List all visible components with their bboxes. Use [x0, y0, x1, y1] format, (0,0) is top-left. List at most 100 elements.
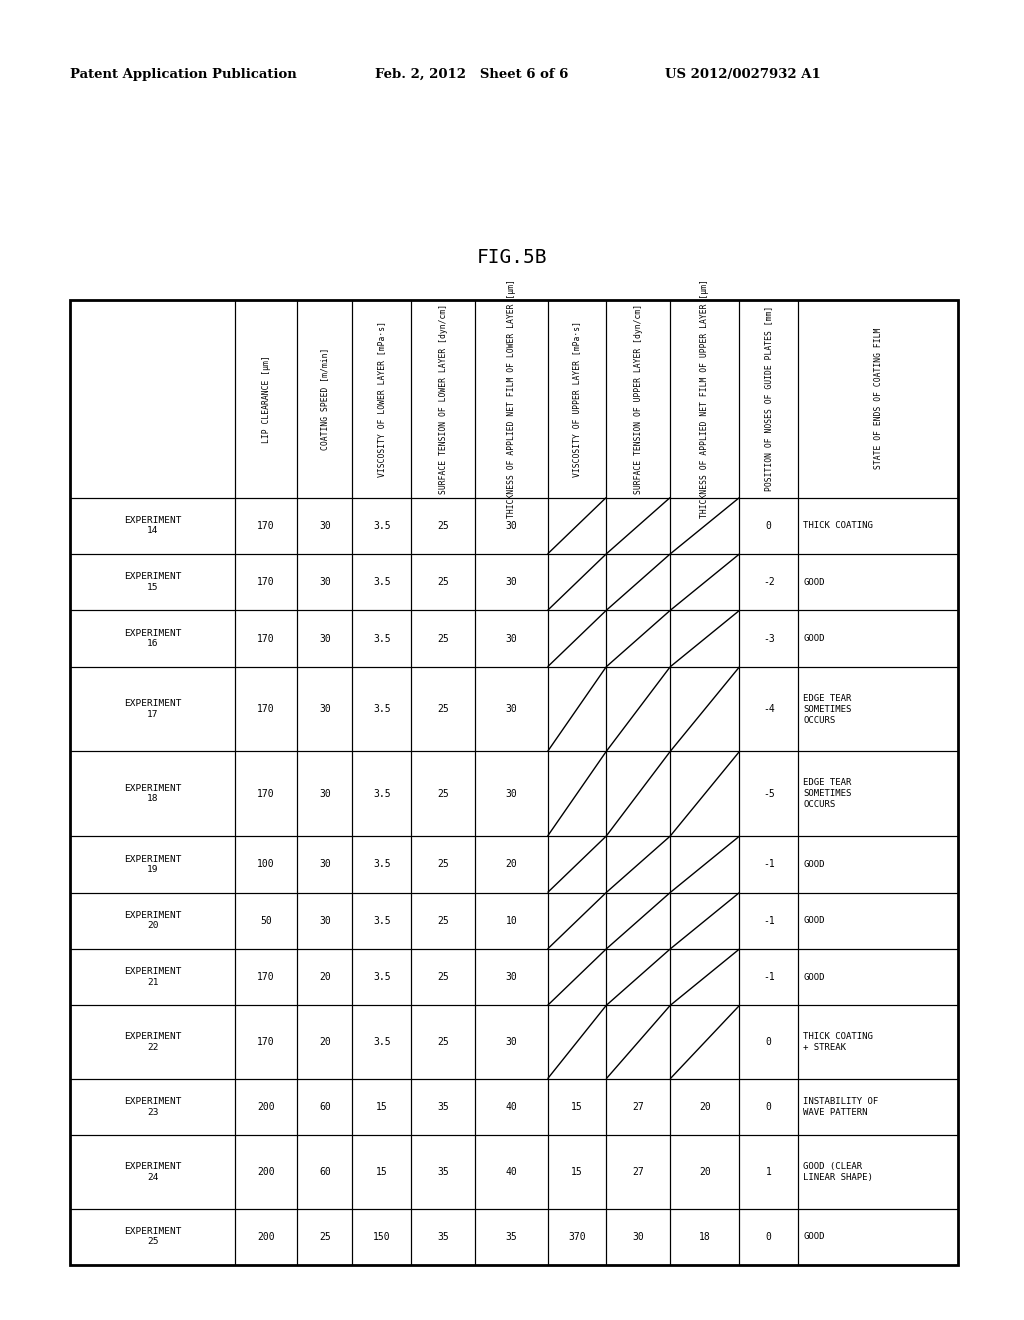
- Bar: [670, 554, 739, 610]
- Bar: [548, 1078, 606, 1135]
- Bar: [475, 892, 548, 949]
- Text: EXPERIMENT
20: EXPERIMENT 20: [124, 911, 181, 931]
- Text: 3.5: 3.5: [373, 1038, 390, 1047]
- Bar: [739, 1135, 798, 1209]
- Bar: [606, 1006, 670, 1078]
- Text: 15: 15: [376, 1167, 388, 1177]
- Bar: [606, 751, 670, 836]
- Bar: [798, 836, 958, 892]
- Bar: [70, 1078, 236, 1135]
- Bar: [670, 1209, 739, 1265]
- Bar: [739, 554, 798, 610]
- Bar: [70, 949, 236, 1006]
- Text: VISCOSITY OF UPPER LAYER [mPa·s]: VISCOSITY OF UPPER LAYER [mPa·s]: [572, 321, 582, 477]
- Bar: [352, 1006, 411, 1078]
- Bar: [236, 554, 297, 610]
- Bar: [236, 1078, 297, 1135]
- Bar: [739, 1006, 798, 1078]
- Bar: [70, 300, 236, 498]
- Text: EDGE TEAR
SOMETIMES
OCCURS: EDGE TEAR SOMETIMES OCCURS: [803, 779, 852, 809]
- Bar: [606, 751, 670, 836]
- Bar: [411, 1078, 475, 1135]
- Text: 1: 1: [766, 1167, 772, 1177]
- Text: -1: -1: [763, 916, 774, 925]
- Text: 170: 170: [257, 704, 275, 714]
- Bar: [739, 1078, 798, 1135]
- Text: 40: 40: [506, 1102, 517, 1111]
- Bar: [475, 1209, 548, 1265]
- Bar: [739, 1209, 798, 1265]
- Text: 18: 18: [699, 1232, 711, 1242]
- Text: 35: 35: [506, 1232, 517, 1242]
- Bar: [70, 1006, 236, 1078]
- Bar: [548, 892, 606, 949]
- Text: 30: 30: [318, 859, 331, 870]
- Bar: [475, 300, 548, 498]
- Text: 25: 25: [437, 973, 449, 982]
- Bar: [670, 836, 739, 892]
- Bar: [411, 836, 475, 892]
- Bar: [236, 498, 297, 554]
- Bar: [548, 1135, 606, 1209]
- Bar: [606, 1209, 670, 1265]
- Text: 3.5: 3.5: [373, 789, 390, 799]
- Text: GOOD: GOOD: [803, 634, 824, 643]
- Text: GOOD: GOOD: [803, 859, 824, 869]
- Bar: [548, 949, 606, 1006]
- Bar: [606, 949, 670, 1006]
- Bar: [548, 498, 606, 554]
- Bar: [297, 892, 352, 949]
- Bar: [548, 554, 606, 610]
- Bar: [352, 667, 411, 751]
- Text: Feb. 2, 2012   Sheet 6 of 6: Feb. 2, 2012 Sheet 6 of 6: [375, 69, 568, 81]
- Text: 30: 30: [506, 704, 517, 714]
- Text: 25: 25: [437, 520, 449, 531]
- Bar: [798, 300, 958, 498]
- Bar: [606, 949, 670, 1006]
- Bar: [606, 554, 670, 610]
- Text: 170: 170: [257, 789, 275, 799]
- Bar: [297, 949, 352, 1006]
- Bar: [548, 300, 606, 498]
- Bar: [352, 892, 411, 949]
- Bar: [798, 949, 958, 1006]
- Bar: [352, 949, 411, 1006]
- Bar: [352, 610, 411, 667]
- Bar: [297, 1078, 352, 1135]
- Bar: [236, 836, 297, 892]
- Text: 170: 170: [257, 634, 275, 644]
- Text: 3.5: 3.5: [373, 520, 390, 531]
- Bar: [670, 300, 739, 498]
- Bar: [70, 300, 958, 1265]
- Text: 30: 30: [318, 704, 331, 714]
- Text: 20: 20: [318, 1038, 331, 1047]
- Bar: [606, 1135, 670, 1209]
- Bar: [606, 892, 670, 949]
- Text: 30: 30: [506, 1038, 517, 1047]
- Bar: [548, 554, 606, 610]
- Bar: [236, 300, 297, 498]
- Bar: [739, 498, 798, 554]
- Text: EXPERIMENT
17: EXPERIMENT 17: [124, 700, 181, 719]
- Bar: [670, 1078, 739, 1135]
- Text: 30: 30: [318, 789, 331, 799]
- Text: 170: 170: [257, 520, 275, 531]
- Text: VISCOSITY OF LOWER LAYER [mPa·s]: VISCOSITY OF LOWER LAYER [mPa·s]: [377, 321, 386, 477]
- Text: -5: -5: [763, 789, 774, 799]
- Text: -2: -2: [763, 577, 774, 587]
- Bar: [411, 554, 475, 610]
- Bar: [411, 1209, 475, 1265]
- Bar: [70, 1135, 236, 1209]
- Bar: [670, 949, 739, 1006]
- Text: 30: 30: [506, 634, 517, 644]
- Bar: [606, 836, 670, 892]
- Text: 25: 25: [437, 577, 449, 587]
- Bar: [352, 751, 411, 836]
- Bar: [670, 949, 739, 1006]
- Text: EXPERIMENT
19: EXPERIMENT 19: [124, 854, 181, 874]
- Bar: [236, 892, 297, 949]
- Bar: [236, 667, 297, 751]
- Bar: [548, 667, 606, 751]
- Text: 27: 27: [632, 1167, 644, 1177]
- Bar: [352, 1078, 411, 1135]
